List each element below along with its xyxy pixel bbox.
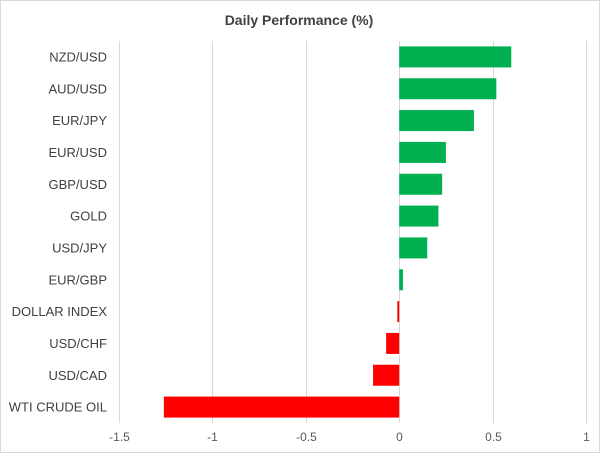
category-label: GBP/USD [48, 177, 107, 192]
category-label: GOLD [70, 209, 107, 224]
bar-eur-gbp [399, 269, 403, 291]
bar-eur-jpy [399, 110, 474, 132]
bar-layer [163, 46, 512, 418]
bar-eur-usd [399, 141, 446, 163]
x-tick-label: -1 [207, 430, 218, 444]
category-label: EUR/USD [48, 145, 107, 160]
category-label: DOLLAR INDEX [12, 304, 108, 319]
category-label: WTI CRUDE OIL [9, 400, 107, 415]
x-tick-label: -1.5 [109, 430, 130, 444]
x-tick-label: 0 [396, 430, 403, 444]
x-tick-label: -0.5 [296, 430, 317, 444]
category-label-layer: NZD/USD AUD/USD EUR/JPY EUR/USD GBP/USD GOLD U… [9, 49, 108, 414]
x-tick-label: 1 [583, 430, 590, 444]
bar-usd-jpy [399, 237, 428, 259]
category-label: USD/CHF [49, 336, 107, 351]
bar-gbp-usd [399, 173, 443, 195]
bar-usd-cad [373, 364, 400, 386]
x-tick-label: 0.5 [485, 430, 502, 444]
bar-gold [399, 205, 439, 227]
category-label: NZD/USD [49, 49, 107, 64]
bar-aud-usd [399, 78, 497, 100]
grid-layer [119, 41, 587, 423]
category-label: EUR/GBP [48, 272, 107, 287]
category-label: AUD/USD [48, 81, 107, 96]
bar-nzd-usd [399, 46, 512, 68]
x-tick-label-layer: -1.5 -1 -0.5 0 0.5 1 [109, 430, 590, 444]
category-label: EUR/JPY [52, 113, 107, 128]
bar-wti-crude-oil [163, 396, 400, 418]
category-label: USD/JPY [52, 240, 107, 255]
bar-dollar-index [397, 301, 400, 323]
bar-usd-chf [386, 332, 400, 354]
category-label: USD/CAD [48, 368, 107, 383]
chart-title: Daily Performance (%) [225, 12, 374, 28]
